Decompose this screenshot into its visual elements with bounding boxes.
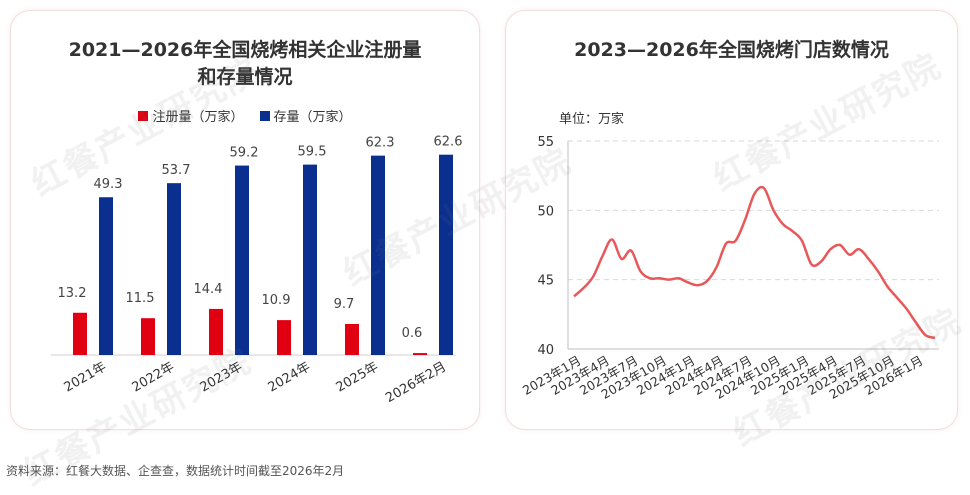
y-tick-label: 55 (537, 135, 554, 150)
x-tick-label: 2023年 (198, 359, 245, 395)
data-label-stock: 62.3 (366, 136, 395, 151)
left-chart-panel: 2021—2026年全国烧烤相关企业注册量和存量情况 注册量（万家） 存量（万家… (10, 10, 480, 430)
y-tick-label: 40 (537, 343, 554, 358)
data-label-registrations: 14.4 (194, 282, 223, 297)
bar-registrations (209, 308, 223, 355)
unit-label: 单位：万家 (559, 112, 625, 127)
legend-swatch-registrations (138, 110, 149, 121)
bar-stock (439, 154, 453, 355)
legend-item-stock: 存量（万家） (259, 106, 352, 125)
right-chart-panel: 2023—2026年全国烧烤门店数情况 单位：万家 40 45 50 55 2023年1… (505, 10, 958, 430)
data-label-registrations: 0.6 (402, 326, 423, 341)
y-tick-label: 50 (537, 204, 554, 219)
bar-registrations (141, 318, 155, 355)
series-line-stores (573, 185, 936, 340)
bar-stock (99, 197, 113, 355)
bar-stock (167, 183, 181, 355)
left-chart-legend: 注册量（万家） 存量（万家） (11, 106, 479, 125)
x-tick-label: 2024年 (266, 359, 313, 395)
legend-label-registrations: 注册量（万家） (152, 110, 244, 125)
legend-item-registrations: 注册量（万家） (138, 106, 244, 125)
bar-registrations (413, 353, 427, 355)
data-label-stock: 49.3 (94, 177, 123, 192)
data-label-registrations: 11.5 (126, 291, 155, 306)
line-chart: 404550552023年1月2023年4月2023年7月2023年10月202… (520, 135, 939, 402)
data-label-registrations: 10.9 (262, 293, 291, 308)
x-tick-label: 2021年 (62, 359, 109, 395)
bar-chart: 13.2 49.3 2021年 11.5 53.7 2022年 14.4 59.2 2023年 1… (51, 135, 463, 406)
data-label-registrations: 9.7 (334, 297, 355, 312)
right-chart-title: 2023—2026年全国烧烤门店数情况 (574, 39, 889, 61)
data-label-stock: 62.6 (434, 135, 463, 150)
source-note: 资料来源：红餐大数据、企查查，数据统计时间截至2026年2月 (6, 464, 345, 478)
bar-registrations (73, 312, 87, 355)
left-chart-title: 2021—2026年全国烧烤相关企业注册量和存量情况 (68, 39, 422, 88)
x-tick-label: 2026年2月 (383, 359, 449, 406)
legend-label-stock: 存量（万家） (273, 110, 352, 125)
data-label-stock: 53.7 (162, 163, 191, 178)
x-tick-label: 2022年 (130, 359, 177, 395)
bar-stock (235, 165, 249, 355)
bar-registrations (345, 323, 359, 355)
bar-stock (303, 164, 317, 355)
y-tick-label: 45 (537, 274, 554, 289)
bar-registrations (277, 320, 291, 355)
data-label-stock: 59.5 (298, 145, 327, 160)
data-label-registrations: 13.2 (58, 286, 87, 301)
x-tick-label: 2025年 (334, 359, 381, 395)
data-label-stock: 59.2 (230, 146, 259, 161)
bar-stock (371, 155, 385, 355)
legend-swatch-stock (259, 110, 270, 121)
